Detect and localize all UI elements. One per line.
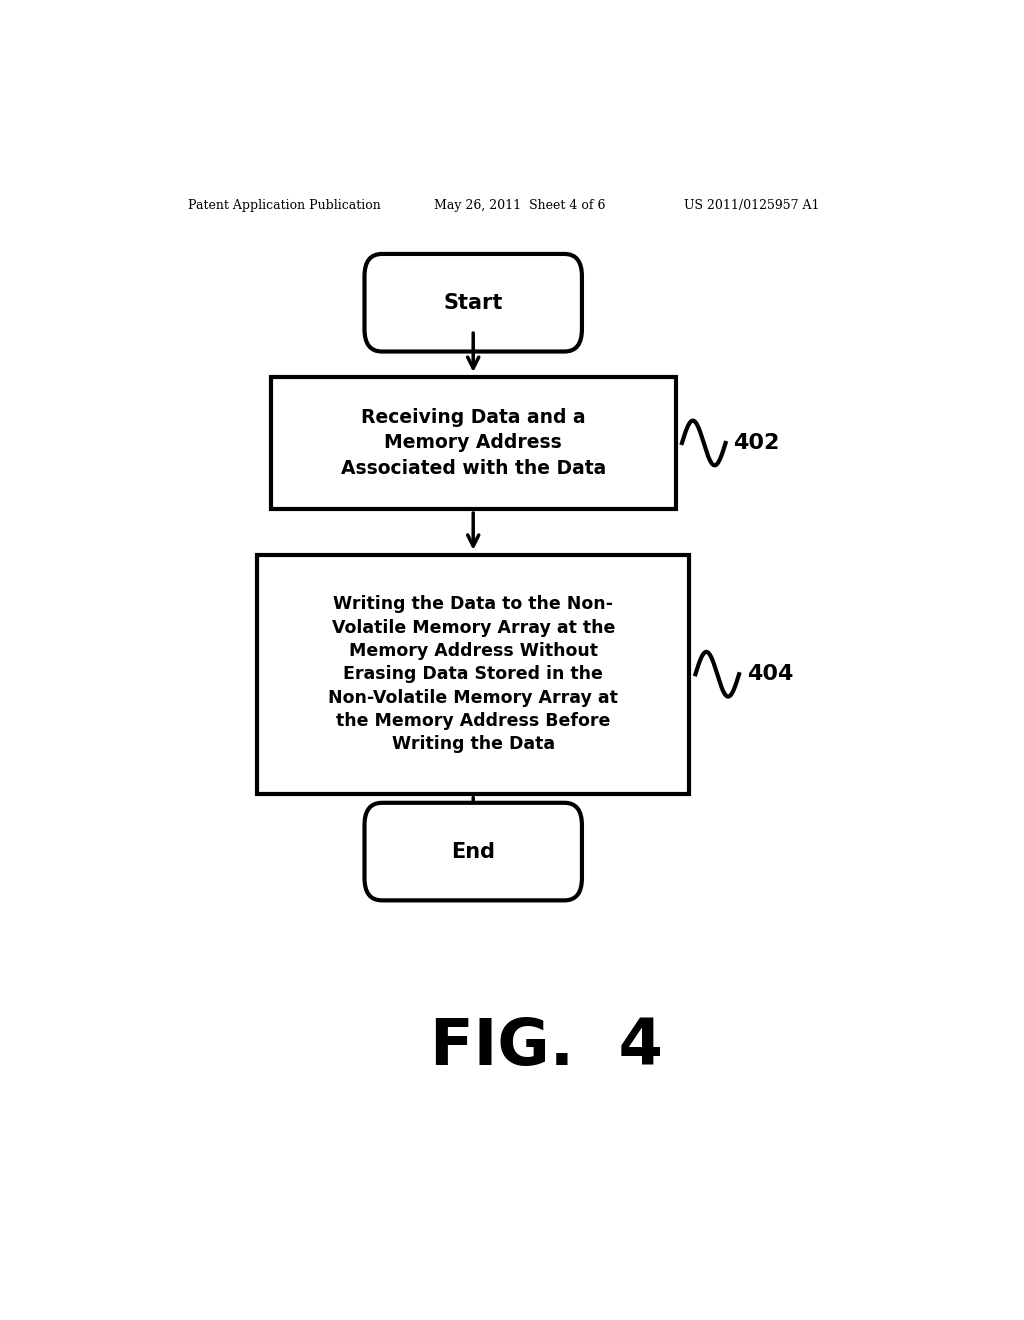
- Text: Start: Start: [443, 293, 503, 313]
- Text: US 2011/0125957 A1: US 2011/0125957 A1: [684, 199, 819, 213]
- FancyBboxPatch shape: [365, 253, 582, 351]
- Text: Writing the Data to the Non-
Volatile Memory Array at the
Memory Address Without: Writing the Data to the Non- Volatile Me…: [329, 595, 618, 754]
- Text: FIG.  4: FIG. 4: [430, 1016, 663, 1078]
- Text: May 26, 2011  Sheet 4 of 6: May 26, 2011 Sheet 4 of 6: [433, 199, 605, 213]
- Text: End: End: [452, 842, 496, 862]
- Text: 404: 404: [748, 664, 794, 684]
- Text: Receiving Data and a
Memory Address
Associated with the Data: Receiving Data and a Memory Address Asso…: [341, 408, 606, 478]
- FancyBboxPatch shape: [365, 803, 582, 900]
- Text: Patent Application Publication: Patent Application Publication: [187, 199, 380, 213]
- Bar: [270, 378, 676, 510]
- Bar: [257, 554, 689, 793]
- Text: 402: 402: [733, 433, 780, 453]
